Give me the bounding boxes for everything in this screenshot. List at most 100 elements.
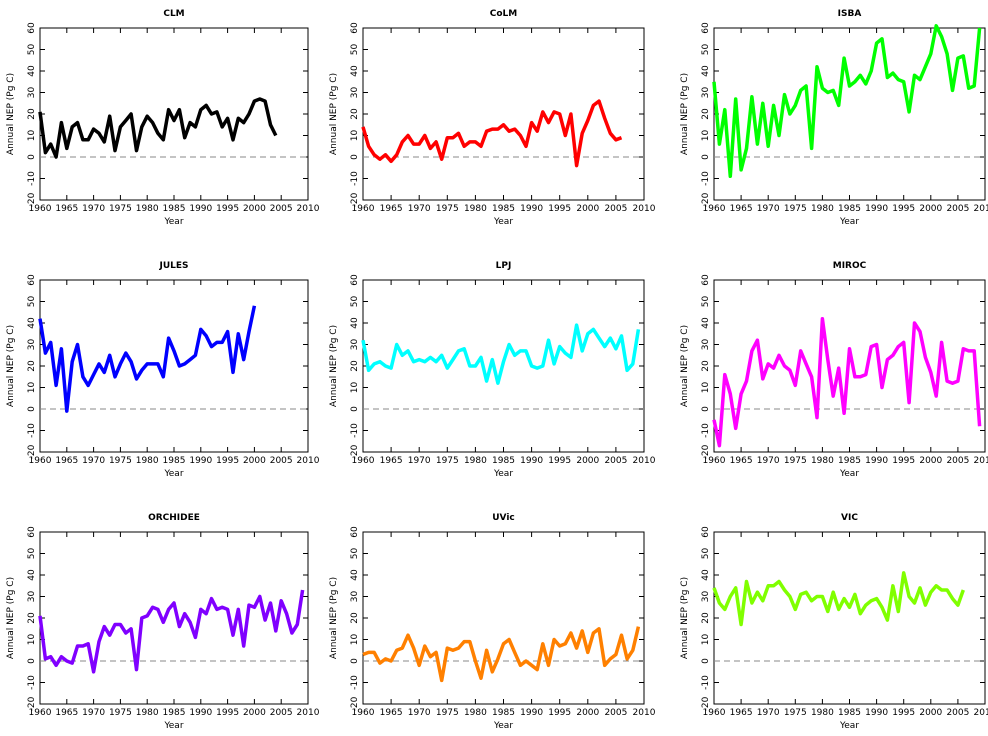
x-tick-label: 1990	[865, 456, 888, 466]
y-tick-label: 0	[701, 406, 711, 412]
x-tick-label: 1985	[838, 204, 861, 214]
x-tick-label: 2005	[270, 708, 293, 718]
y-tick-label: 20	[350, 612, 360, 624]
x-tick-label: 1975	[784, 204, 807, 214]
x-tick-label: 1960	[352, 708, 375, 718]
x-tick-label: 1990	[189, 204, 212, 214]
y-tick-label: 60	[701, 274, 711, 286]
y-tick-label: -20	[701, 192, 711, 207]
x-tick-label: 2000	[576, 708, 599, 718]
y-tick-label: 60	[27, 526, 37, 538]
x-tick-label: 1975	[436, 204, 459, 214]
x-tick-label: 1965	[55, 708, 78, 718]
x-tick-label: 2005	[604, 708, 627, 718]
x-tick-label: 1960	[703, 204, 726, 214]
x-tick-label: 1970	[82, 456, 105, 466]
x-tick-label: 2000	[576, 204, 599, 214]
y-tick-label: 0	[350, 406, 360, 412]
y-tick-label: -10	[350, 675, 360, 690]
y-tick-label: -10	[350, 423, 360, 438]
y-tick-label: 30	[350, 87, 360, 99]
x-tick-label: 1995	[892, 456, 915, 466]
x-tick-label: 1970	[82, 204, 105, 214]
x-tick-label: 2000	[243, 204, 266, 214]
x-tick-label: 2005	[946, 456, 969, 466]
data-line	[712, 24, 982, 179]
x-tick-label: 2000	[919, 204, 942, 214]
y-tick-label: 20	[350, 360, 360, 372]
y-tick-label: 60	[350, 22, 360, 34]
x-tick-label: 1985	[163, 204, 186, 214]
y-tick-label: -20	[27, 444, 37, 459]
x-axis-label: Year	[839, 217, 859, 227]
y-tick-label: 20	[27, 612, 37, 624]
y-tick-label: 10	[701, 130, 711, 142]
chart-title: ORCHIDEE	[148, 513, 200, 523]
x-tick-label: 1980	[464, 708, 487, 718]
y-tick-label: 60	[701, 22, 711, 34]
y-tick-label: 40	[27, 317, 37, 329]
y-tick-label: 10	[701, 382, 711, 394]
x-tick-label: 1975	[784, 708, 807, 718]
y-tick-label: -20	[350, 192, 360, 207]
y-tick-label: -20	[701, 696, 711, 711]
y-axis-label: Annual NEP (Pg C)	[680, 73, 690, 155]
y-tick-label: 60	[27, 274, 37, 286]
x-tick-label: 1985	[492, 456, 515, 466]
y-tick-label: 0	[27, 658, 37, 664]
x-tick-label: 1970	[757, 204, 780, 214]
x-tick-label: 1995	[892, 708, 915, 718]
y-tick-label: -20	[27, 696, 37, 711]
x-tick-label: 1975	[109, 456, 132, 466]
y-tick-label: 30	[27, 339, 37, 351]
y-tick-label: 30	[350, 591, 360, 603]
x-tick-label: 2000	[919, 456, 942, 466]
x-tick-label: 2000	[919, 708, 942, 718]
y-tick-label: 40	[701, 569, 711, 581]
y-tick-label: 40	[27, 569, 37, 581]
x-tick-label: 1970	[408, 456, 431, 466]
y-tick-label: 20	[701, 108, 711, 120]
x-tick-label: 1965	[730, 708, 753, 718]
x-tick-label: 1980	[136, 708, 159, 718]
x-tick-label: 1965	[380, 204, 403, 214]
y-axis-label: Annual NEP (Pg C)	[6, 325, 16, 407]
y-axis-label: Annual NEP (Pg C)	[6, 73, 16, 155]
x-tick-label: 2005	[946, 708, 969, 718]
x-tick-label: 1960	[703, 456, 726, 466]
chart-title: MIROC	[833, 261, 867, 271]
x-tick-label: 2010	[974, 708, 988, 718]
x-tick-label: 1960	[29, 456, 52, 466]
x-tick-label: 2010	[633, 456, 656, 466]
x-tick-label: 1960	[29, 204, 52, 214]
x-tick-label: 1990	[865, 708, 888, 718]
data-line	[712, 316, 982, 448]
x-tick-label: 2005	[604, 204, 627, 214]
y-tick-label: 50	[350, 44, 360, 56]
x-tick-label: 1990	[520, 456, 543, 466]
x-tick-label: 2005	[270, 456, 293, 466]
x-tick-label: 1980	[464, 204, 487, 214]
y-tick-label: 60	[701, 526, 711, 538]
y-tick-label: -20	[350, 444, 360, 459]
y-tick-label: 30	[701, 591, 711, 603]
x-tick-label: 1985	[163, 708, 186, 718]
y-tick-label: 30	[27, 87, 37, 99]
y-tick-label: -20	[27, 192, 37, 207]
data-line	[38, 589, 305, 674]
y-tick-label: -10	[350, 171, 360, 186]
y-tick-label: 0	[701, 658, 711, 664]
y-tick-label: 40	[350, 317, 360, 329]
x-tick-label: 1980	[811, 456, 834, 466]
x-tick-label: 1980	[136, 456, 159, 466]
chart-title: CLM	[163, 9, 184, 19]
y-tick-label: 40	[701, 65, 711, 77]
chart-title: JULES	[158, 261, 188, 271]
y-tick-label: 60	[350, 526, 360, 538]
x-tick-label: 1980	[136, 204, 159, 214]
x-tick-label: 1965	[380, 708, 403, 718]
y-tick-label: -20	[350, 696, 360, 711]
x-tick-label: 1975	[436, 456, 459, 466]
y-tick-label: -10	[701, 423, 711, 438]
